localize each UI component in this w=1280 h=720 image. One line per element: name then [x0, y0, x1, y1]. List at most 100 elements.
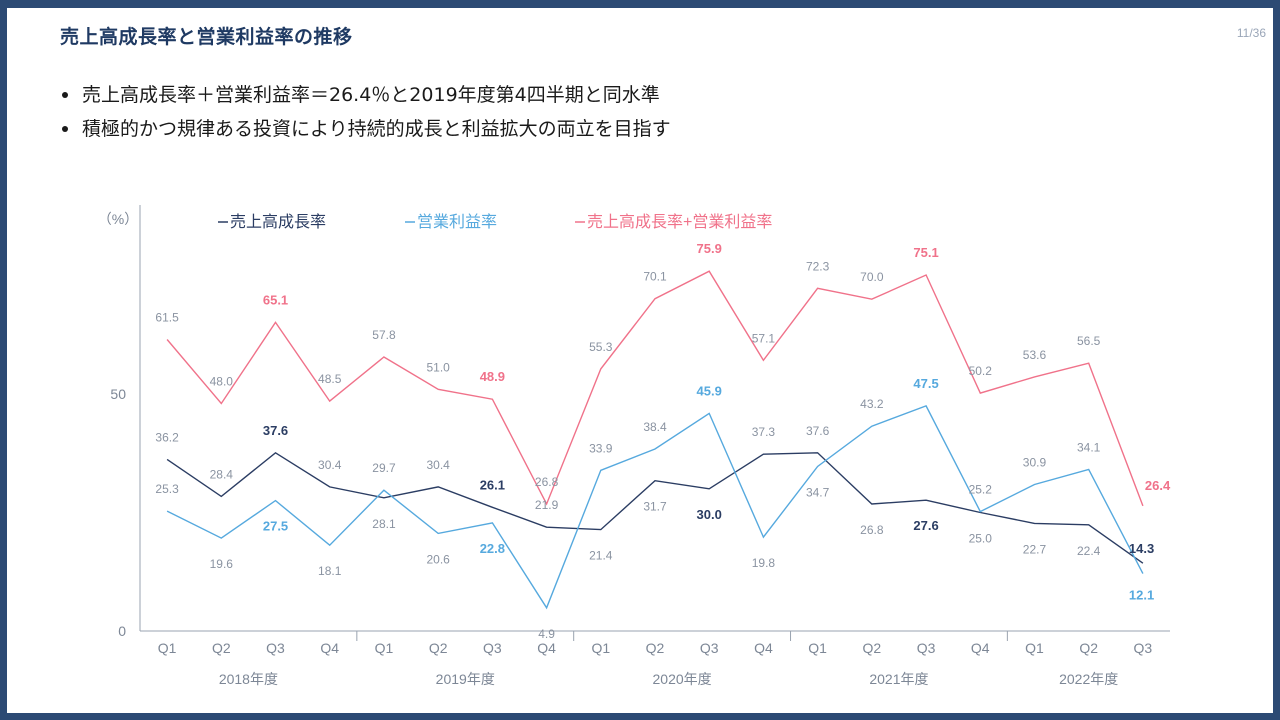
data-label: 27.5	[263, 519, 288, 534]
bullet-text: 売上高成長率＋営業利益率＝26.4％と2019年度第4四半期と同水準	[82, 84, 660, 106]
x-tick-label: Q2	[646, 640, 665, 656]
year-group-label: 2022年度	[1059, 671, 1118, 687]
data-label: 22.8	[480, 541, 505, 556]
legend-label: 営業利益率	[417, 213, 497, 231]
data-label: 27.6	[913, 518, 938, 533]
bullet-item: 売上高成長率＋営業利益率＝26.4％と2019年度第4四半期と同水準	[60, 78, 671, 112]
data-label: 34.7	[806, 486, 830, 500]
data-label: 28.1	[372, 517, 396, 531]
data-label: 18.1	[318, 564, 342, 578]
series-line-2	[166, 405, 1144, 610]
data-label: 37.6	[263, 423, 288, 438]
legend-label: 売上高成長率	[230, 213, 326, 231]
x-tick-label: Q3	[700, 640, 719, 656]
data-label: 57.8	[372, 328, 396, 342]
x-tick-label: Q1	[591, 640, 610, 656]
data-label: 19.6	[210, 557, 234, 571]
bullet-dot-icon	[62, 126, 68, 132]
data-label: 20.6	[426, 552, 450, 566]
data-label: 34.1	[1077, 440, 1101, 454]
data-label: 21.4	[589, 549, 613, 563]
data-label: 30.0	[697, 507, 722, 522]
data-label: 56.5	[1077, 334, 1101, 348]
year-group-label: 2019年度	[436, 671, 495, 687]
slide-title: 売上高成長率と営業利益率の推移	[60, 26, 353, 48]
data-label: 21.9	[535, 498, 559, 512]
data-label: 12.1	[1129, 588, 1154, 603]
data-label: 37.6	[806, 424, 830, 438]
data-label: 30.4	[318, 458, 342, 472]
data-label: 36.2	[155, 430, 179, 444]
data-label: 38.4	[643, 420, 667, 434]
data-label: 37.3	[752, 425, 776, 439]
bullet-dot-icon	[62, 92, 68, 98]
x-tick-label: Q4	[537, 640, 556, 656]
data-label: 29.7	[372, 461, 396, 475]
data-label: 72.3	[806, 259, 830, 273]
y-unit-label: （%）	[98, 211, 138, 227]
data-label: 48.0	[210, 374, 234, 388]
year-group-label: 2018年度	[219, 671, 278, 687]
data-label: 28.4	[210, 467, 234, 481]
x-tick-label: Q3	[483, 640, 502, 656]
data-label: 19.8	[752, 556, 776, 570]
x-tick-label: Q4	[754, 640, 773, 656]
data-label: 25.0	[969, 532, 993, 546]
data-label: 25.2	[969, 483, 993, 497]
data-label: 48.9	[480, 369, 505, 384]
data-label: 70.1	[643, 270, 667, 284]
data-label: 22.7	[1023, 542, 1047, 556]
y-tick-label: 0	[118, 623, 126, 639]
bullet-item: 積極的かつ規律ある投資により持続的成長と利益拡大の両立を目指す	[60, 112, 671, 146]
x-tick-label: Q2	[212, 640, 231, 656]
y-tick-label: 50	[110, 386, 126, 402]
year-group-label: 2020年度	[653, 671, 712, 687]
series-line-3	[166, 270, 1144, 507]
x-tick-label: Q2	[1079, 640, 1098, 656]
data-label: 26.8	[535, 475, 559, 489]
data-label: 31.7	[643, 500, 667, 514]
x-tick-label: Q3	[1134, 640, 1153, 656]
page-number: 11/36	[1236, 26, 1266, 40]
x-tick-label: Q2	[429, 640, 448, 656]
x-tick-label: Q1	[375, 640, 394, 656]
data-label: 75.9	[697, 241, 722, 256]
x-tick-label: Q4	[971, 640, 990, 656]
data-label: 70.0	[860, 270, 884, 284]
data-label: 4.9	[538, 627, 555, 641]
x-tick-label: Q1	[1025, 640, 1044, 656]
data-label: 26.4	[1145, 478, 1171, 493]
data-label: 48.5	[318, 372, 342, 386]
x-tick-label: Q4	[320, 640, 339, 656]
data-label: 33.9	[589, 441, 613, 455]
data-label: 47.5	[913, 376, 938, 391]
x-tick-label: Q1	[158, 640, 177, 656]
data-label: 57.1	[752, 331, 776, 345]
data-label: 65.1	[263, 292, 288, 307]
bullet-text: 積極的かつ規律ある投資により持続的成長と利益拡大の両立を目指す	[82, 118, 671, 140]
data-label: 30.9	[1023, 456, 1047, 470]
data-label: 45.9	[697, 383, 722, 398]
data-label: 22.4	[1077, 544, 1101, 558]
data-label: 26.1	[480, 477, 505, 492]
data-label: 75.1	[913, 245, 938, 260]
data-label: 43.2	[860, 397, 884, 411]
series-line-1	[166, 451, 1144, 564]
x-tick-label: Q2	[862, 640, 881, 656]
data-label: 14.3	[1129, 541, 1154, 556]
data-label: 26.8	[860, 523, 884, 537]
x-tick-label: Q3	[917, 640, 936, 656]
data-label: 30.4	[426, 458, 450, 472]
x-tick-label: Q1	[808, 640, 827, 656]
x-tick-label: Q3	[266, 640, 285, 656]
data-label: 53.6	[1023, 348, 1047, 362]
year-group-label: 2021年度	[869, 671, 928, 687]
data-label: 50.2	[969, 364, 993, 378]
data-label: 55.3	[589, 340, 613, 354]
data-label: 25.3	[155, 482, 179, 496]
bullet-list: 売上高成長率＋営業利益率＝26.4％と2019年度第4四半期と同水準 積極的かつ…	[60, 78, 671, 146]
data-label: 61.5	[155, 310, 179, 324]
data-label: 51.0	[426, 360, 450, 374]
